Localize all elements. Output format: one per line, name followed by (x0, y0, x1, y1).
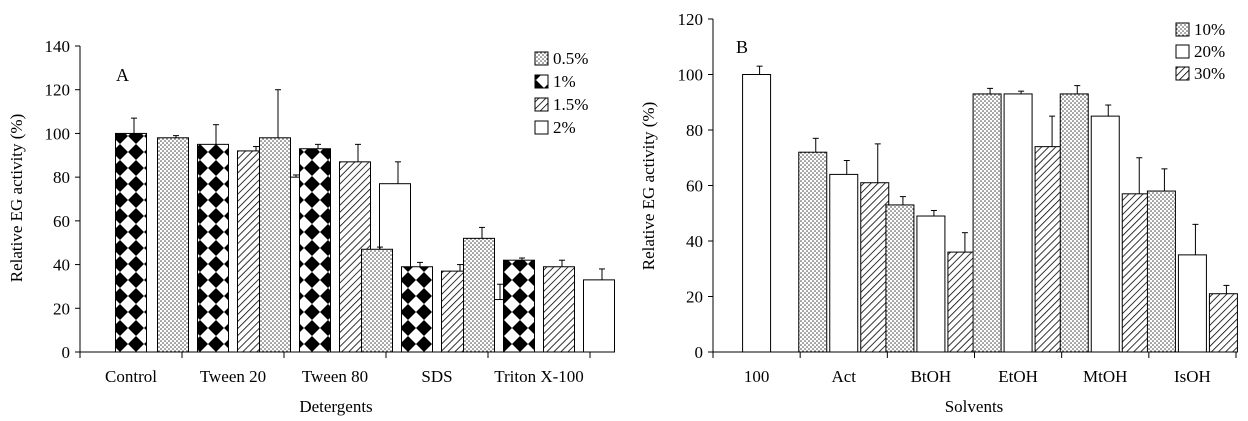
bar (860, 182, 890, 353)
y-tick-label: 100 (678, 66, 704, 85)
bar (947, 251, 977, 353)
x-tick-label: Triton X-100 (494, 367, 584, 386)
y-axis-title: Relative EG activity (%) (7, 114, 26, 283)
bar (1034, 146, 1064, 353)
y-tick-label: 120 (678, 10, 704, 29)
bar (1208, 293, 1238, 353)
y-tick-label: 120 (45, 81, 71, 100)
x-tick-label: Tween 20 (200, 367, 266, 386)
bar (1177, 254, 1207, 353)
legend-swatch (1175, 22, 1190, 37)
bar (503, 259, 535, 353)
y-tick-label: 100 (45, 124, 71, 143)
legend-label: 1.5% (553, 95, 588, 114)
bar (885, 204, 915, 353)
legend-label: 0.5% (553, 49, 588, 68)
x-axis-title: Solvents (945, 397, 1004, 416)
legend-label: 30% (1194, 64, 1225, 83)
y-tick-label: 80 (686, 121, 703, 140)
bar (1121, 193, 1151, 353)
bar (829, 173, 859, 353)
bar (972, 93, 1002, 353)
x-tick-label: Act (831, 367, 856, 386)
chart-panel-a: 0 20 40 60 80 100 120 140 Control Tween 20 Tween 8… (7, 37, 615, 416)
legend-swatch (534, 51, 549, 66)
legend-swatch (534, 120, 549, 135)
bar (197, 143, 229, 353)
y-tick-label: 0 (695, 343, 704, 362)
legend-label: 10% (1194, 20, 1225, 39)
y-tick-label: 0 (62, 343, 71, 362)
y-tick-label: 140 (45, 37, 71, 56)
y-tick-label: 80 (53, 168, 70, 187)
bar (463, 237, 495, 353)
bar (1090, 115, 1120, 353)
x-tick-label: Tween 80 (302, 367, 368, 386)
x-tick-label: Control (105, 367, 157, 386)
bar (543, 266, 575, 353)
x-tick-label: MtOH (1083, 367, 1127, 386)
legend-swatch (1175, 44, 1190, 59)
legend-label: 20% (1194, 42, 1225, 61)
bar (401, 266, 433, 353)
bar (798, 151, 828, 353)
legend-swatch (1175, 66, 1190, 81)
legend-swatch (534, 74, 549, 89)
bar (742, 74, 772, 353)
bar (916, 215, 946, 353)
y-tick-label: 20 (53, 299, 70, 318)
legend-label: 2% (553, 118, 576, 137)
bar (1003, 93, 1033, 353)
y-tick-label: 60 (53, 212, 70, 231)
x-tick-label: EtOH (998, 367, 1038, 386)
bar (1059, 93, 1089, 353)
legend-label: 1% (553, 72, 576, 91)
x-axis-title: Detergents (299, 397, 372, 416)
y-axis-title: Relative EG activity (%) (639, 102, 658, 271)
panel-label: A (116, 65, 129, 85)
bar (299, 148, 331, 353)
panel-label: B (736, 37, 748, 57)
x-tick-label: BtOH (911, 367, 952, 386)
x-tick-label: 100 (744, 367, 770, 386)
bar (1146, 190, 1176, 353)
y-tick-label: 40 (686, 232, 703, 251)
y-tick-label: 60 (686, 177, 703, 196)
bar (583, 279, 615, 353)
y-tick-label: 40 (53, 256, 70, 275)
y-tick-label: 20 (686, 288, 703, 307)
chart-panel-b: 0 20 40 60 80 100 120 100 Act BtOH EtOH MtOH IsOH 10%… (639, 10, 1238, 416)
bar (361, 248, 393, 353)
bar (115, 132, 147, 353)
bar (259, 137, 291, 353)
legend-swatch (534, 97, 549, 112)
x-tick-label: IsOH (1174, 367, 1211, 386)
bar (157, 137, 189, 353)
x-tick-label: SDS (421, 367, 452, 386)
